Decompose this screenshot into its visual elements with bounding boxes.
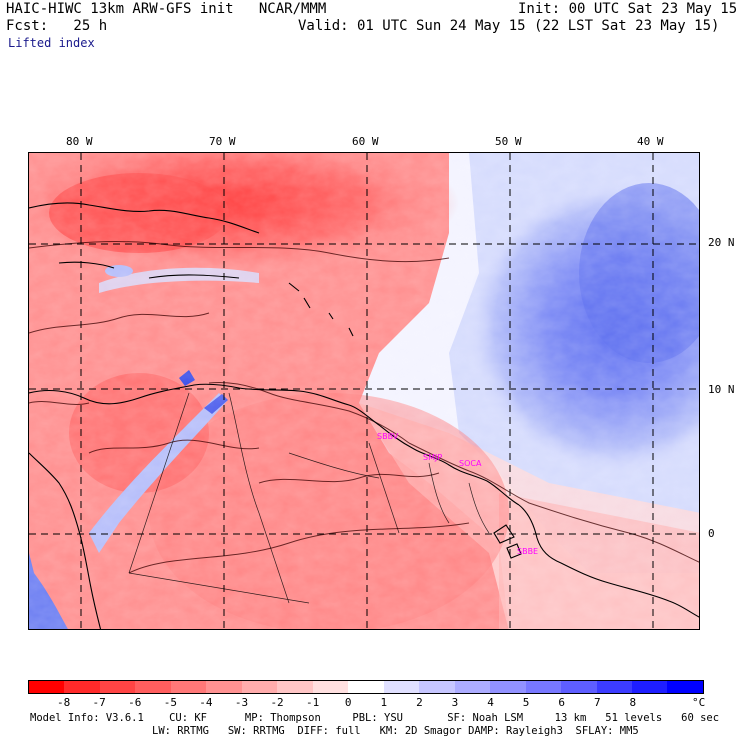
colorbar-tick-label: -7 xyxy=(92,696,106,709)
colorbar-swatch xyxy=(135,681,171,693)
colorbar-swatch xyxy=(206,681,242,693)
colorbar-tick-label: -4 xyxy=(199,696,213,709)
colorbar-swatch xyxy=(383,681,420,693)
colorbar-tick-label: -3 xyxy=(234,696,249,709)
lat-label-10n: 10 N xyxy=(708,383,735,396)
colorbar-swatch xyxy=(170,681,207,693)
colorbar-swatch xyxy=(490,681,526,693)
colorbar-swatch xyxy=(596,681,632,693)
map-canvas: SBBV SMJP SOCA SBBE xyxy=(29,153,699,629)
colorbar-swatch xyxy=(64,681,100,693)
colorbar-tick-label: -6 xyxy=(128,696,142,709)
colorbar-tick-label: 1 xyxy=(380,696,388,709)
lon-label-70w: 70 W xyxy=(209,135,236,148)
model-info-line1: Model Info: V3.6.1 CU: KF MP: Thompson P… xyxy=(30,712,720,724)
station-label-smjp: SMJP xyxy=(423,453,442,462)
colorbar-unit: °C xyxy=(692,696,706,709)
init-time: Init: 00 UTC Sat 23 May 15 xyxy=(518,1,738,17)
station-label-sbbv: SBBV xyxy=(377,432,399,441)
station-label-sbbe: SBBE xyxy=(517,547,538,556)
field-texture xyxy=(29,153,699,629)
colorbar-tick-label: -8 xyxy=(56,696,71,709)
colorbar-swatch xyxy=(667,681,703,693)
colorbar-tick-label: 5 xyxy=(522,696,530,709)
station-label-soca: SOCA xyxy=(459,459,482,468)
colorbar-tick-label: 4 xyxy=(487,696,494,709)
colorbar-swatch xyxy=(454,681,491,693)
borders xyxy=(128,392,490,604)
colorbar-swatch xyxy=(99,681,136,693)
lat-label-20n: 20 N xyxy=(708,236,735,249)
colorbar-tick-label: 3 xyxy=(451,696,459,709)
colorbar xyxy=(28,680,704,694)
colorbar-tick-label: 0 xyxy=(344,696,352,709)
graticule xyxy=(29,153,699,629)
colorbar-swatch xyxy=(419,681,455,693)
model-info-line2: LW: RRTMG SW: RRTMG DIFF: full KM: 2D Sm… xyxy=(152,725,639,737)
colorbar-tick-label: 8 xyxy=(629,696,637,709)
colorbar-tick-label: 2 xyxy=(416,696,423,709)
lon-label-60w: 60 W xyxy=(352,135,379,148)
contours xyxy=(29,241,699,574)
colorbar-swatch xyxy=(312,681,349,693)
colorbar-swatch xyxy=(561,681,597,693)
lat-label-0: 0 xyxy=(708,527,715,540)
coastlines xyxy=(29,202,699,629)
colorbar-tick-label: -1 xyxy=(306,696,320,709)
lon-label-80w: 80 W xyxy=(66,135,93,148)
field-name: Lifted index xyxy=(8,36,95,50)
colorbar-tick-label: -2 xyxy=(270,696,284,709)
forecast-hour: Fcst: 25 h xyxy=(6,18,108,34)
lifted-index-map: SBBV SMJP SOCA SBBE xyxy=(28,152,700,630)
lon-label-50w: 50 W xyxy=(495,135,522,148)
colorbar-swatch xyxy=(631,681,668,693)
valid-time: Valid: 01 UTC Sun 24 May 15 (22 LST Sat … xyxy=(298,18,720,34)
lon-label-40w: 40 W xyxy=(637,135,664,148)
colorbar-tick-label: 6 xyxy=(558,696,565,709)
colorbar-tick-label: -5 xyxy=(163,696,177,709)
colorbar-swatch xyxy=(525,681,562,693)
colorbar-tick-label: 7 xyxy=(593,696,601,709)
colorbar-swatch xyxy=(241,681,278,693)
colorbar-swatch xyxy=(29,681,65,693)
model-title: HAIC-HIWC 13km ARW-GFS init NCAR/MMM xyxy=(6,1,327,17)
station-labels: SBBV SMJP SOCA SBBE xyxy=(377,432,538,556)
colorbar-swatch xyxy=(348,681,384,693)
colorbar-swatch xyxy=(277,681,313,693)
